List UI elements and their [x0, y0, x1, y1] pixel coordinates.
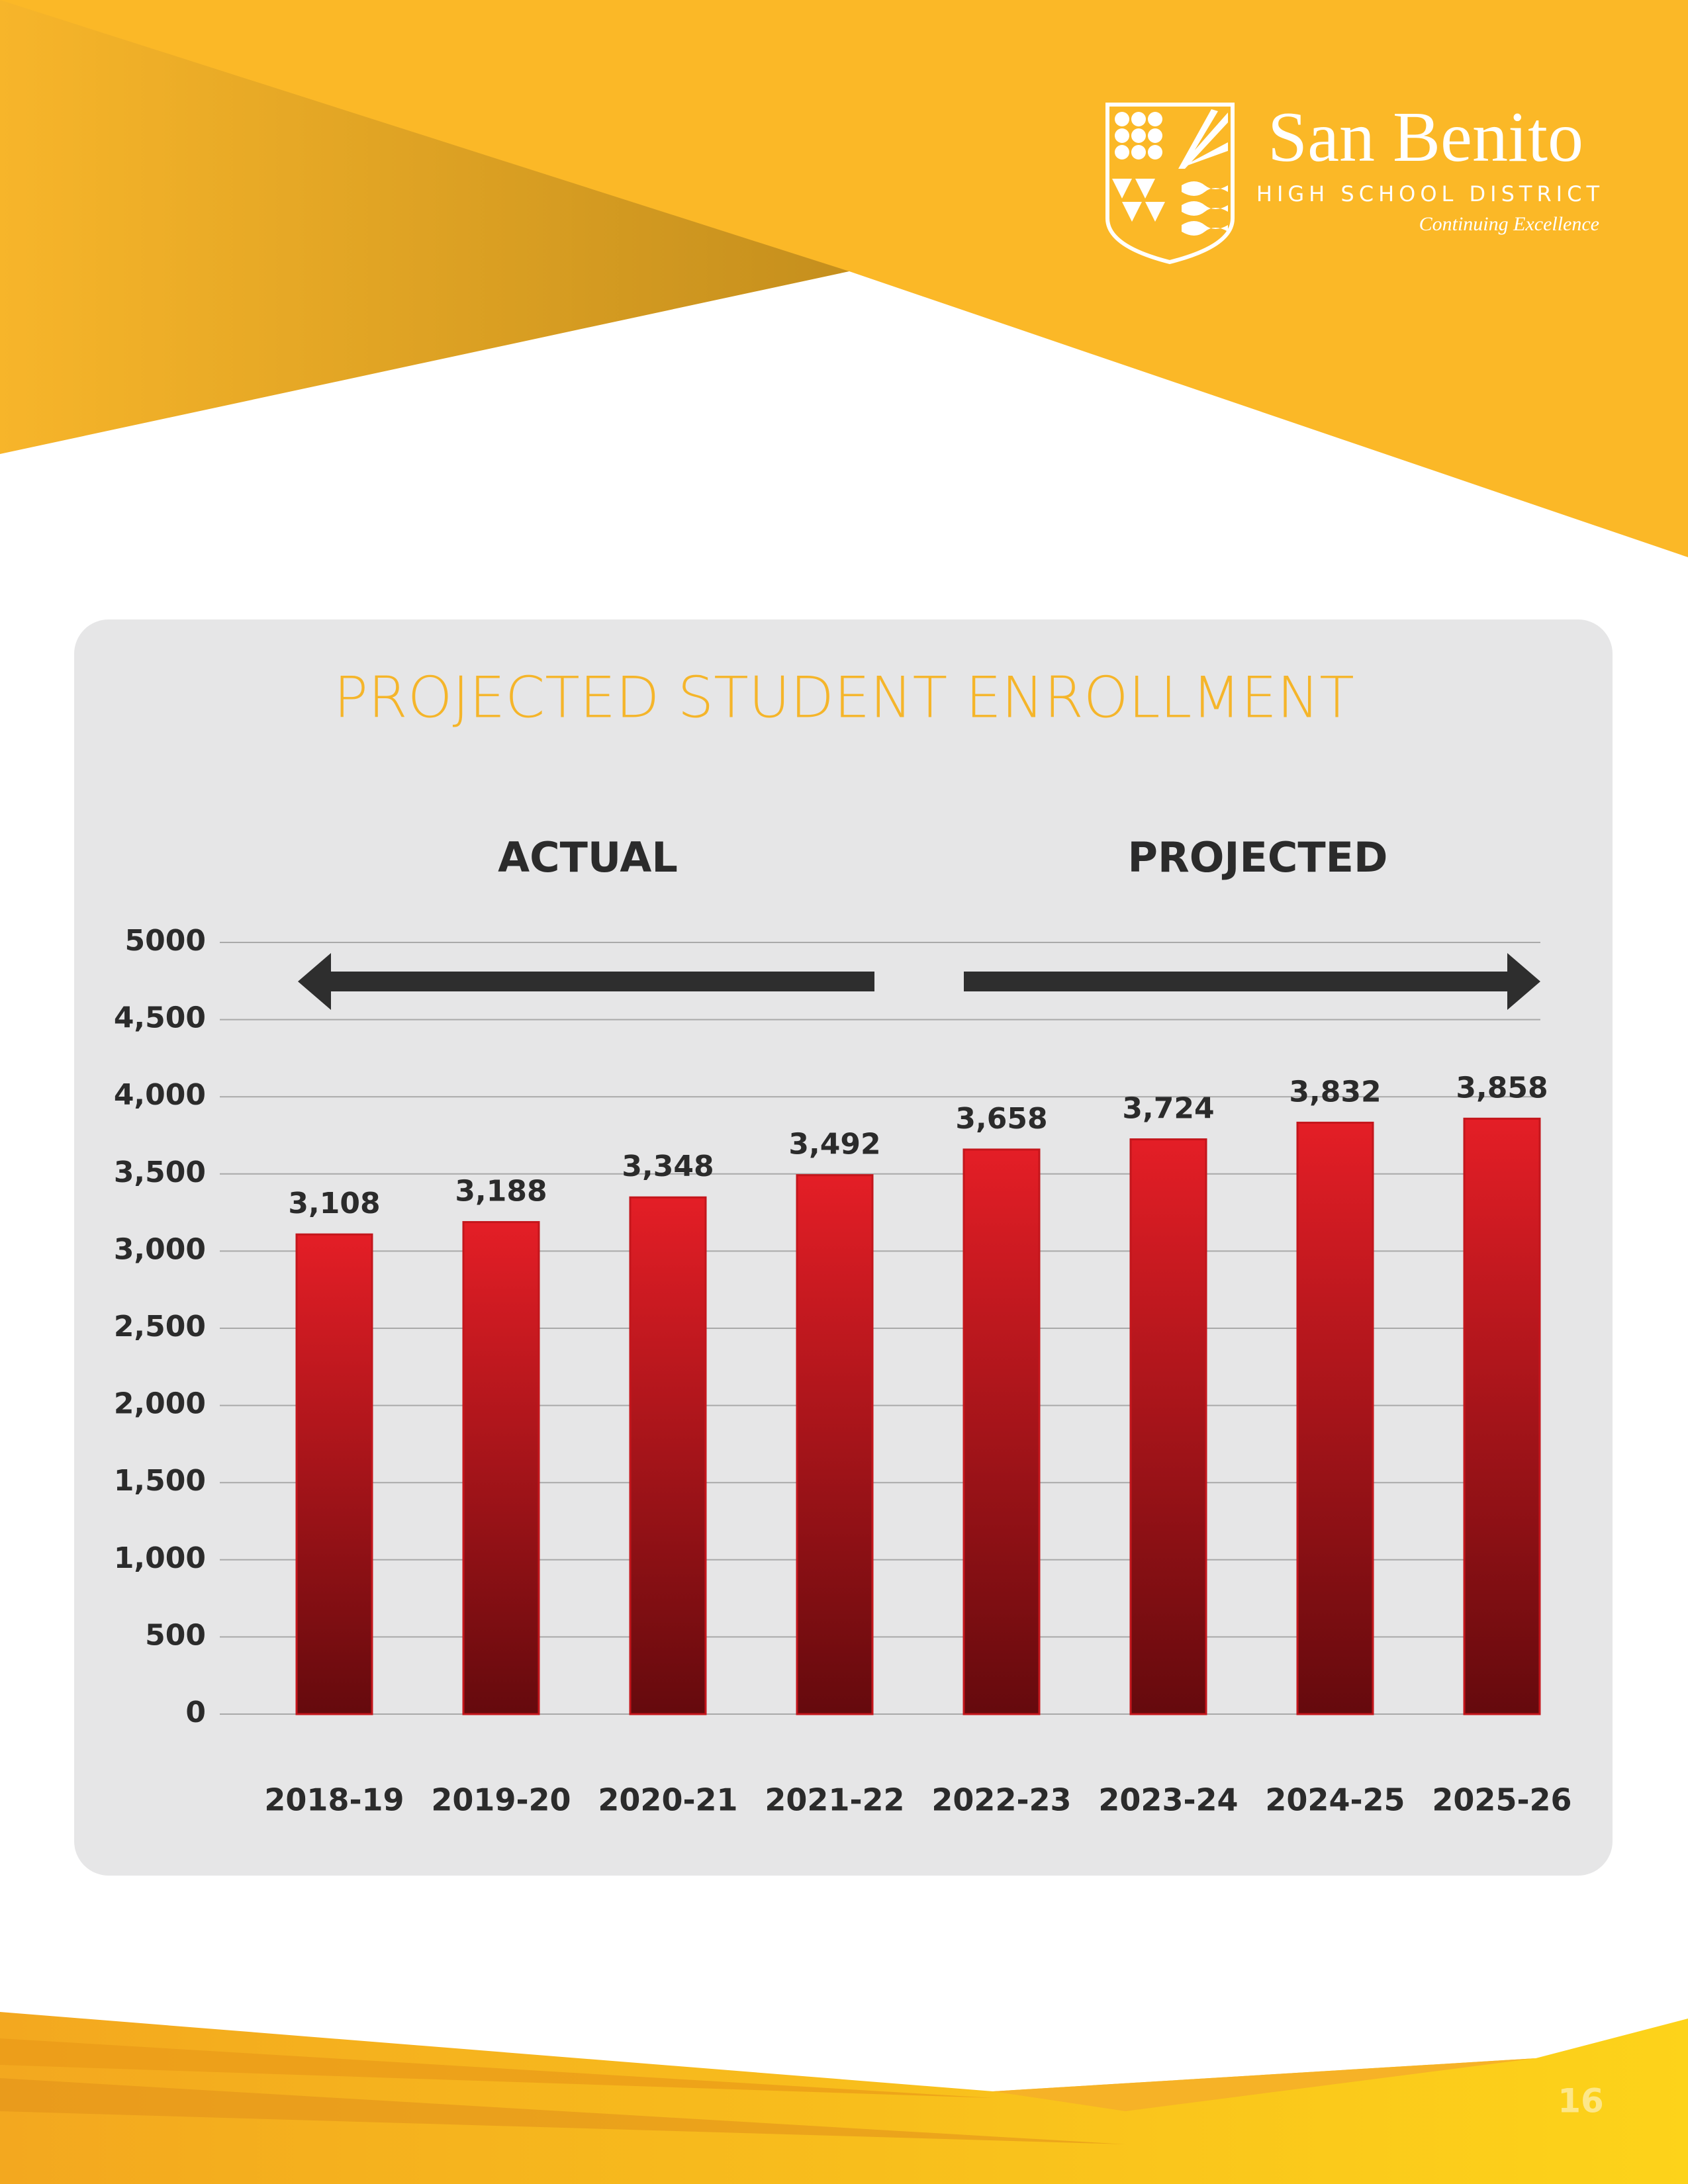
y-tick-label: 4,500: [114, 1001, 206, 1035]
bar: [295, 1233, 373, 1715]
y-tick-label: 4,000: [114, 1078, 206, 1112]
logo-name: San Benito: [1268, 98, 1583, 177]
logo-tagline: Continuing Excellence: [1419, 213, 1599, 235]
header-cut: [0, 271, 1688, 596]
footer-cut: [0, 2012, 1688, 2091]
bar: [462, 1221, 540, 1715]
annotation: ACTUAL: [498, 833, 678, 882]
y-tick-label: 5000: [125, 924, 206, 958]
footer-stripe: [0, 2038, 993, 2098]
y-tick-label: 1,500: [114, 1464, 206, 1498]
x-tick-label: 2020-21: [598, 1782, 737, 1818]
x-tick-label: 2022-23: [931, 1782, 1071, 1818]
bar: [962, 1148, 1041, 1715]
value-label: 3,492: [788, 1128, 880, 1161]
plot-area: 0 500 1,000 1,500 2,000 2,500 3,000 3,500 4,000 4…: [114, 924, 1572, 1818]
value-label: 3,724: [1122, 1092, 1214, 1126]
logo-shield: [1105, 103, 1235, 265]
value-label: 3,658: [955, 1102, 1047, 1136]
y-tick-label: 1,000: [114, 1541, 206, 1575]
y-tick-label: 3,500: [114, 1156, 206, 1189]
y-tick-label: 3,000: [114, 1232, 206, 1266]
x-tick-label: 2025-26: [1432, 1782, 1571, 1818]
bar: [629, 1196, 707, 1715]
x-tick-label: 2024-25: [1265, 1782, 1405, 1818]
y-tick-label: 2,500: [114, 1310, 206, 1343]
bar: [1296, 1121, 1374, 1715]
value-label: 3,832: [1289, 1075, 1381, 1109]
value-label: 3,858: [1456, 1071, 1548, 1105]
y-tick-label: 0: [185, 1696, 206, 1729]
bar: [1129, 1138, 1207, 1715]
bar: [796, 1174, 874, 1715]
value-label: 3,348: [622, 1150, 714, 1183]
value-label: 3,188: [455, 1175, 547, 1208]
arrow-left: [298, 953, 874, 1010]
x-tick-label: 2018-19: [264, 1782, 404, 1818]
value-label: 3,108: [288, 1187, 380, 1220]
page-number: 16: [1558, 2082, 1604, 2120]
footer-stripe: [0, 2078, 1125, 2144]
x-tick-label: 2019-20: [431, 1782, 571, 1818]
arrow-right: [964, 953, 1540, 1010]
logo-subtitle: HIGH SCHOOL DISTRICT: [1256, 181, 1604, 206]
x-tick-label: 2021-22: [765, 1782, 904, 1818]
annotation: PROJECTED: [1128, 833, 1388, 882]
bar: [1463, 1117, 1541, 1715]
footer-stripe: [993, 2058, 1536, 2111]
header-shade: [0, 0, 849, 454]
y-tick-label: 2,000: [114, 1387, 206, 1421]
y-tick-label: 500: [145, 1618, 206, 1652]
x-tick-label: 2023-24: [1098, 1782, 1238, 1818]
chart-title: PROJECTED STUDENT ENROLLMENT: [334, 665, 1354, 731]
